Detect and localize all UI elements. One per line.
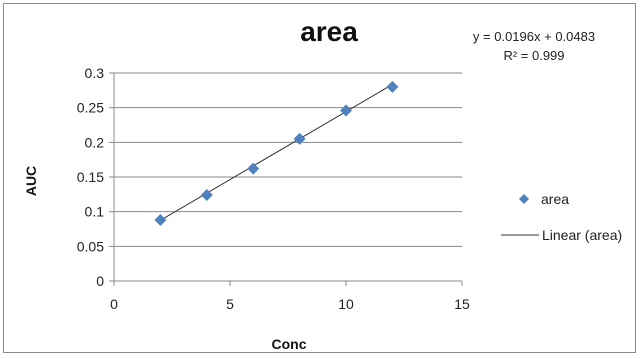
- axes: [109, 72, 463, 286]
- y-tick-label: 0.1: [85, 204, 105, 220]
- y-tick-label: 0: [96, 273, 104, 289]
- y-tick-label: 0.25: [77, 100, 104, 116]
- x-tick-label: 15: [454, 296, 470, 312]
- data-point: [247, 162, 260, 175]
- y-axis-title: AUC: [23, 166, 39, 196]
- chart-frame: area y = 0.0196x + 0.0483 R² = 0.999 0 0.…: [3, 3, 636, 353]
- y-tick-label: 0.3: [85, 65, 105, 81]
- y-tick-label: 0.05: [77, 238, 104, 254]
- y-tick-label: 0.2: [85, 134, 105, 150]
- trendline-layer: [160, 84, 393, 221]
- legend: area Linear (area): [501, 191, 622, 243]
- x-tick-label: 5: [226, 296, 234, 312]
- scatter-chart: area y = 0.0196x + 0.0483 R² = 0.999 0 0.…: [23, 16, 622, 352]
- x-axis-title: Conc: [272, 336, 307, 352]
- data-points: [154, 80, 399, 226]
- tick-labels: 0 0.05 0.1 0.15 0.2 0.25 0.3 0 5 10 15: [77, 65, 470, 312]
- data-point: [340, 104, 352, 117]
- y-tick-label: 0.15: [77, 169, 104, 185]
- x-tick-label: 10: [338, 296, 354, 312]
- trendline-r-squared: R² = 0.999: [503, 48, 564, 63]
- trendline: [160, 84, 393, 221]
- chart-title: area: [300, 16, 358, 47]
- legend-marker-area: [519, 194, 529, 204]
- gridlines: [114, 72, 462, 247]
- legend-label-trendline: Linear (area): [542, 227, 622, 243]
- legend-label-area: area: [541, 191, 569, 207]
- data-point: [154, 213, 167, 226]
- data-point: [200, 189, 213, 202]
- trendline-equation: y = 0.0196x + 0.0483: [473, 29, 595, 44]
- data-point: [293, 132, 306, 145]
- data-point: [386, 80, 399, 93]
- x-tick-label: 0: [110, 296, 118, 312]
